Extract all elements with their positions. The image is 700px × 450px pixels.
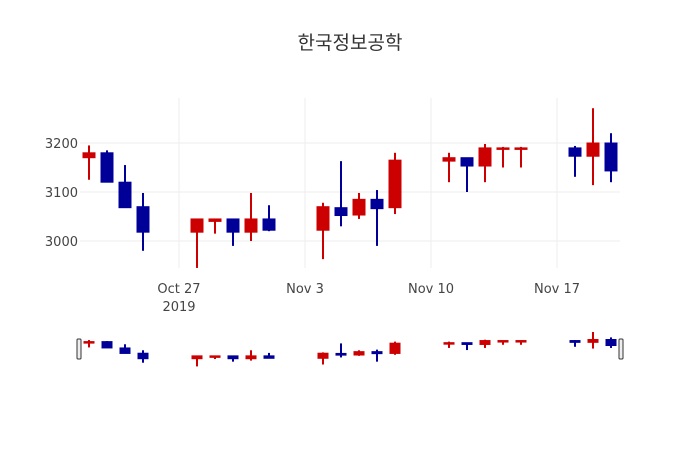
candle[interactable] bbox=[244, 192, 258, 241]
candle[interactable] bbox=[352, 192, 366, 219]
candle[interactable] bbox=[478, 143, 492, 183]
candle[interactable] bbox=[568, 145, 582, 177]
candle[interactable] bbox=[442, 152, 456, 183]
range-slider-candles bbox=[83, 332, 617, 367]
candle[interactable] bbox=[262, 205, 276, 232]
candle[interactable] bbox=[604, 133, 618, 183]
candle[interactable] bbox=[118, 165, 132, 209]
range-slider-right-handle[interactable] bbox=[618, 338, 624, 360]
y-axis: 3000 3100 3200 bbox=[45, 137, 78, 250]
candle[interactable] bbox=[226, 218, 240, 246]
x-tick-label: Nov 10 bbox=[408, 282, 454, 297]
candle[interactable] bbox=[82, 145, 96, 180]
x-axis: Oct 27 2019 Nov 3 Nov 10 Nov 17 bbox=[157, 282, 580, 315]
candle[interactable] bbox=[586, 108, 600, 186]
candle[interactable] bbox=[136, 192, 150, 251]
candle[interactable] bbox=[496, 146, 510, 168]
candle[interactable] bbox=[100, 150, 114, 183]
candle[interactable] bbox=[208, 218, 222, 234]
y-tick-label: 3200 bbox=[45, 137, 78, 152]
candle[interactable] bbox=[370, 190, 384, 246]
y-tick-label: 3100 bbox=[45, 186, 78, 201]
candles-main[interactable] bbox=[82, 108, 618, 268]
candle[interactable] bbox=[334, 161, 348, 227]
candle[interactable] bbox=[388, 152, 402, 215]
y-tick-label: 3000 bbox=[45, 235, 78, 250]
gridlines bbox=[80, 98, 620, 268]
range-slider-left-handle[interactable] bbox=[76, 338, 82, 360]
candle[interactable] bbox=[460, 157, 474, 192]
x-tick-label: Oct 27 bbox=[157, 282, 200, 297]
x-tick-label: Nov 17 bbox=[534, 282, 580, 297]
x-tick-year-label: 2019 bbox=[162, 300, 195, 315]
candle[interactable] bbox=[316, 202, 330, 260]
x-tick-label: Nov 3 bbox=[286, 282, 324, 297]
range-slider[interactable] bbox=[76, 332, 624, 367]
candle[interactable] bbox=[190, 218, 204, 268]
candle[interactable] bbox=[514, 146, 528, 168]
chart-title: 한국정보공학 bbox=[297, 32, 403, 54]
